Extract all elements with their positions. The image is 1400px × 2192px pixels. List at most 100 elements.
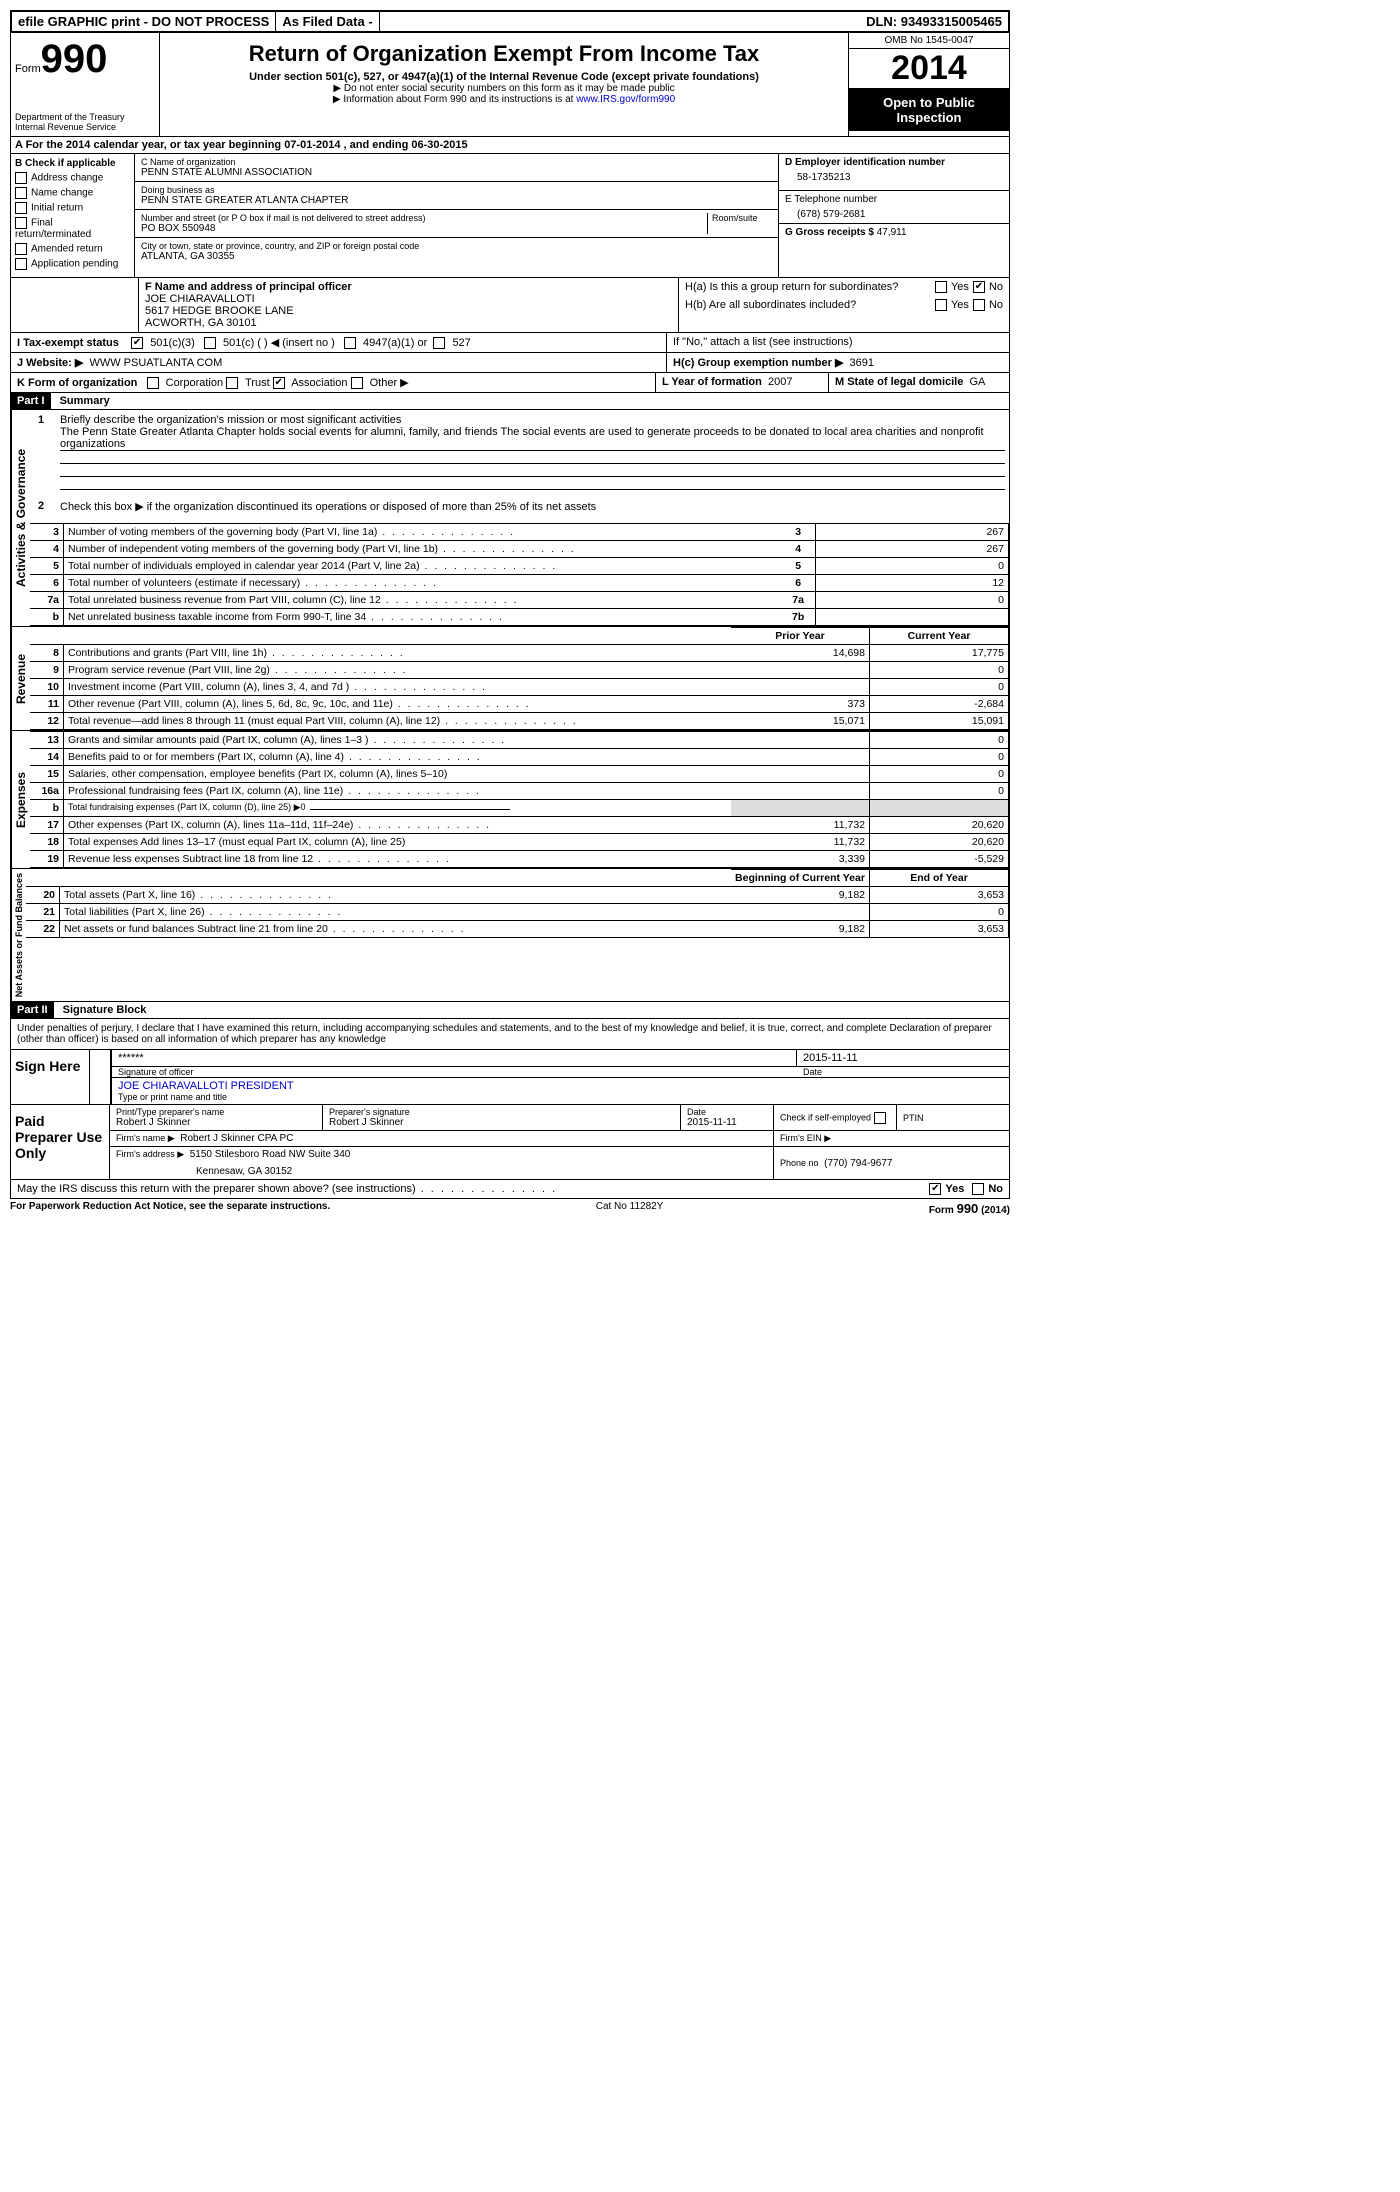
row-j: J Website: ▶ WWW PSUATLANTA COM H(c) Gro… <box>10 353 1010 373</box>
sig-stars: ****** <box>118 1052 790 1064</box>
row-fh: F Name and address of principal officer … <box>10 278 1010 333</box>
omb-number: OMB No 1545-0047 <box>849 33 1009 49</box>
table-row: 12Total revenue—add lines 8 through 11 (… <box>30 713 1009 730</box>
paid-table: Print/Type preparer's nameRobert J Skinn… <box>110 1105 1009 1179</box>
ha-no[interactable]: ✔No <box>973 281 1003 293</box>
officer-cell: F Name and address of principal officer … <box>139 278 679 332</box>
table-row: Beginning of Current YearEnd of Year <box>26 870 1009 887</box>
rev-table: Prior YearCurrent Year 8Contributions an… <box>30 627 1009 730</box>
col-b-title: B Check if applicable <box>15 158 130 169</box>
tax-exempt: I Tax-exempt status ✔ 501(c)(3) 501(c) (… <box>11 333 667 352</box>
efile-text: efile GRAPHIC print - DO NOT PROCESS <box>12 12 276 31</box>
top-bar: efile GRAPHIC print - DO NOT PROCESS As … <box>10 10 1010 33</box>
irs-link[interactable]: www.IRS.gov/form990 <box>576 94 675 105</box>
chk-name[interactable]: Name change <box>15 187 130 199</box>
perjury-text: Under penalties of perjury, I declare th… <box>10 1019 1010 1050</box>
table-row: Prior YearCurrent Year <box>30 628 1009 645</box>
row-a-period: A For the 2014 calendar year, or tax yea… <box>10 137 1010 154</box>
hb-yes[interactable]: Yes <box>935 299 969 311</box>
prep-sig-cell: Preparer's signatureRobert J Skinner <box>323 1105 681 1131</box>
chk-self-emp[interactable] <box>874 1112 886 1124</box>
room-label: Room/suite <box>707 213 772 234</box>
chk-pending[interactable]: Application pending <box>15 258 130 270</box>
ha-label: H(a) Is this a group return for subordin… <box>685 281 935 293</box>
open-public: Open to Public Inspection <box>849 89 1009 131</box>
form-header: Form990 Department of the Treasury Inter… <box>10 33 1010 137</box>
firm-ein-cell: Firm's EIN ▶ <box>774 1131 1010 1147</box>
chk-501c[interactable] <box>204 337 216 349</box>
table-row: 10Investment income (Part VIII, column (… <box>30 679 1009 696</box>
table-row: 15Salaries, other compensation, employee… <box>30 766 1009 783</box>
chk-corp[interactable] <box>147 377 159 389</box>
state-domicile: M State of legal domicile GA <box>829 373 1009 392</box>
vert-na: Net Assets or Fund Balances <box>11 869 26 1001</box>
chk-4947[interactable] <box>344 337 356 349</box>
table-row: 11Other revenue (Part VIII, column (A), … <box>30 696 1009 713</box>
discuss-no[interactable]: No <box>972 1183 1003 1195</box>
table-row: 21Total liabilities (Part X, line 26)0 <box>26 904 1009 921</box>
footer-right: Form 990 (2014) <box>929 1201 1010 1216</box>
row-i: I Tax-exempt status ✔ 501(c)(3) 501(c) (… <box>10 333 1010 353</box>
dba-cell: Doing business as PENN STATE GREATER ATL… <box>135 182 778 210</box>
chk-initial[interactable]: Initial return <box>15 202 130 214</box>
table-row: bTotal fundraising expenses (Part IX, co… <box>30 800 1009 817</box>
firm-name-cell: Firm's name ▶ Robert J Skinner CPA PC <box>110 1131 774 1147</box>
h-section: H(a) Is this a group return for subordin… <box>679 278 1009 332</box>
ein-cell: D Employer identification number 58-1735… <box>779 154 1009 191</box>
phone-cell: E Telephone number (678) 579-2681 <box>779 191 1009 224</box>
chk-trust[interactable] <box>226 377 238 389</box>
chk-other[interactable] <box>351 377 363 389</box>
table-row: 4Number of independent voting members of… <box>30 541 1009 558</box>
part1-title: Summary <box>54 393 116 409</box>
table-row: 19Revenue less expenses Subtract line 18… <box>30 851 1009 868</box>
chk-final[interactable]: Final return/terminated <box>15 217 130 240</box>
sig-date: 2015-11-11 <box>796 1050 1009 1066</box>
table-row: 6Total number of volunteers (estimate if… <box>30 575 1009 592</box>
part1-header-row: Part I Summary <box>10 393 1010 410</box>
sig-officer-label: Signature of officer <box>112 1067 797 1077</box>
exp-section: Expenses 13Grants and similar amounts pa… <box>10 731 1010 869</box>
ag-section: Activities & Governance 1 Briefly descri… <box>10 410 1010 627</box>
discuss-yes[interactable]: ✔Yes <box>929 1183 964 1195</box>
chk-address[interactable]: Address change <box>15 172 130 184</box>
table-row: 22Net assets or fund balances Subtract l… <box>26 921 1009 938</box>
asfiled-text: As Filed Data - <box>276 12 379 31</box>
chk-assoc[interactable]: ✔ <box>273 377 285 389</box>
prep-check-cell: Check if self-employed <box>774 1105 897 1131</box>
tax-year: 2014 <box>849 49 1009 89</box>
part1-badge: Part I <box>11 393 51 409</box>
dln: DLN: 93493315005465 <box>860 12 1008 31</box>
table-row: 7aTotal unrelated business revenue from … <box>30 592 1009 609</box>
table-row: 8Contributions and grants (Part VIII, li… <box>30 645 1009 662</box>
chk-amended[interactable]: Amended return <box>15 243 130 255</box>
prep-name-cell: Print/Type preparer's nameRobert J Skinn… <box>110 1105 323 1131</box>
hb-note: If "No," attach a list (see instructions… <box>667 333 1009 352</box>
table-row: 9Program service revenue (Part VIII, lin… <box>30 662 1009 679</box>
officer-name[interactable]: JOE CHIARAVALLOTI PRESIDENT <box>118 1080 294 1092</box>
page-footer: For Paperwork Reduction Act Notice, see … <box>10 1199 1010 1218</box>
q2: 2 Check this box ▶ if the organization d… <box>30 494 1009 523</box>
mission-text: The Penn State Greater Atlanta Chapter h… <box>60 426 1005 451</box>
header-mid: Return of Organization Exempt From Incom… <box>160 33 848 136</box>
discuss-row: May the IRS discuss this return with the… <box>10 1180 1010 1199</box>
form-title: Return of Organization Exempt From Incom… <box>164 41 844 67</box>
footer-mid: Cat No 11282Y <box>596 1201 664 1216</box>
officer-name-label: Type or print name and title <box>118 1092 1003 1102</box>
hb-label: H(b) Are all subordinates included? <box>685 299 935 311</box>
ha-yes[interactable]: Yes <box>935 281 969 293</box>
discuss-text: May the IRS discuss this return with the… <box>17 1183 929 1195</box>
col-c-org: C Name of organization PENN STATE ALUMNI… <box>135 154 779 277</box>
col-d-info: D Employer identification number 58-1735… <box>779 154 1009 277</box>
vert-rev: Revenue <box>11 627 30 730</box>
header-left: Form990 Department of the Treasury Inter… <box>11 33 160 136</box>
form-label: Form <box>15 63 41 75</box>
ptin-cell: PTIN <box>897 1105 1010 1131</box>
form-of-org: K Form of organization Corporation Trust… <box>11 373 656 392</box>
hb-no[interactable]: No <box>973 299 1003 311</box>
chk-527[interactable] <box>433 337 445 349</box>
ag-table: 3Number of voting members of the governi… <box>30 523 1009 626</box>
website-cell: J Website: ▶ WWW PSUATLANTA COM <box>11 353 667 372</box>
part2-title: Signature Block <box>57 1002 153 1018</box>
chk-501c3[interactable]: ✔ <box>131 337 143 349</box>
sig-date-label: Date <box>797 1067 1009 1077</box>
